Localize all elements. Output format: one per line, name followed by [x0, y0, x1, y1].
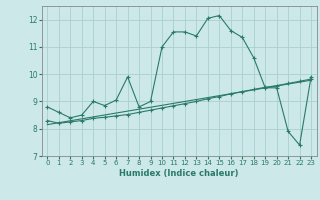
X-axis label: Humidex (Indice chaleur): Humidex (Indice chaleur): [119, 169, 239, 178]
